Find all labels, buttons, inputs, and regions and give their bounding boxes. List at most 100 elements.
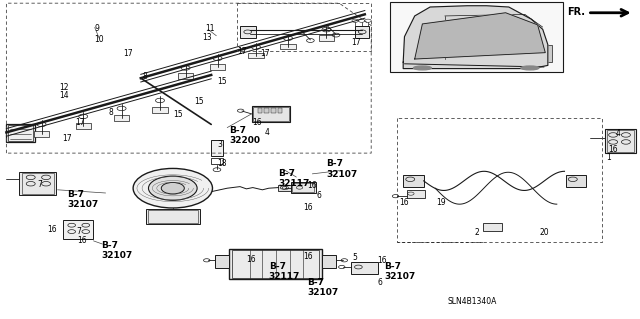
Ellipse shape	[521, 66, 539, 70]
Text: 6: 6	[378, 278, 383, 286]
Text: 17: 17	[76, 118, 85, 127]
Bar	[607, 130, 634, 152]
Bar	[34, 131, 49, 137]
Circle shape	[148, 176, 197, 200]
Bar	[278, 185, 292, 191]
Bar	[152, 107, 168, 113]
Bar	[248, 53, 264, 58]
Bar	[407, 190, 425, 198]
Text: 16: 16	[252, 118, 262, 127]
Text: FR.: FR.	[568, 7, 586, 17]
Text: 16: 16	[609, 145, 618, 154]
Bar	[566, 175, 586, 187]
Bar	[319, 35, 334, 41]
Text: B-7
32107: B-7 32107	[101, 241, 132, 260]
Bar	[543, 45, 552, 62]
Bar	[605, 129, 636, 153]
Text: B-7
32200: B-7 32200	[229, 126, 260, 145]
Bar	[22, 173, 54, 194]
Bar	[258, 108, 262, 113]
Bar	[280, 44, 296, 49]
Text: 18: 18	[218, 160, 227, 168]
Text: 16: 16	[77, 236, 86, 245]
Bar	[264, 108, 269, 113]
Circle shape	[133, 168, 212, 208]
Circle shape	[440, 36, 449, 41]
Text: 4: 4	[616, 129, 621, 138]
Text: 16: 16	[378, 256, 387, 265]
Text: 11: 11	[205, 24, 214, 33]
Text: B-7
32107: B-7 32107	[307, 278, 339, 297]
Text: 8: 8	[142, 72, 147, 81]
Polygon shape	[403, 6, 548, 69]
Text: 4: 4	[264, 128, 269, 137]
Bar	[291, 182, 316, 193]
Text: 20: 20	[540, 228, 549, 237]
Text: 8: 8	[108, 108, 113, 116]
Text: 16: 16	[47, 225, 57, 234]
Bar	[6, 124, 35, 142]
Text: 16: 16	[307, 181, 317, 190]
Bar	[403, 175, 424, 187]
Text: 16: 16	[246, 255, 256, 264]
Text: 19: 19	[436, 198, 445, 207]
Bar	[271, 108, 276, 113]
Bar	[351, 262, 378, 274]
Circle shape	[482, 25, 491, 29]
Text: 13: 13	[202, 33, 212, 42]
Text: 15: 15	[194, 97, 204, 106]
Bar	[8, 125, 33, 141]
Text: 15: 15	[173, 110, 183, 119]
Bar	[252, 106, 290, 122]
Bar	[292, 183, 314, 192]
Bar	[76, 123, 91, 129]
Bar	[483, 223, 502, 231]
Text: 15: 15	[218, 77, 227, 86]
Text: 1: 1	[606, 153, 611, 162]
Text: 17: 17	[260, 49, 269, 58]
Text: 17: 17	[124, 49, 133, 58]
Bar	[232, 250, 319, 278]
Text: B-7
32117: B-7 32117	[269, 262, 300, 281]
Text: 16: 16	[399, 198, 408, 207]
Bar	[211, 140, 223, 156]
Text: 17: 17	[351, 38, 360, 47]
Circle shape	[456, 30, 465, 34]
Circle shape	[161, 182, 184, 194]
Circle shape	[508, 33, 516, 37]
Text: 5: 5	[352, 253, 357, 262]
Text: 12: 12	[60, 83, 69, 92]
Bar	[148, 210, 198, 223]
Bar	[63, 220, 93, 239]
Text: B-7
32107: B-7 32107	[67, 190, 99, 209]
Text: 7: 7	[77, 227, 82, 236]
Text: 9: 9	[94, 24, 99, 33]
Text: 10: 10	[94, 35, 104, 44]
Bar	[278, 108, 282, 113]
Bar	[210, 64, 225, 70]
Text: 3: 3	[218, 140, 223, 149]
Bar	[178, 73, 193, 79]
Bar	[390, 2, 563, 72]
Text: 17: 17	[62, 134, 72, 143]
Bar	[19, 172, 56, 195]
Bar	[322, 255, 336, 268]
Text: 7: 7	[37, 180, 42, 189]
Text: 16: 16	[303, 252, 313, 261]
Polygon shape	[415, 13, 545, 59]
Bar	[146, 209, 200, 224]
Text: B-7
32117: B-7 32117	[278, 169, 310, 189]
Bar	[229, 249, 322, 279]
Bar	[355, 26, 369, 38]
Text: 2: 2	[474, 228, 479, 237]
Text: B-7
32107: B-7 32107	[384, 262, 415, 281]
Bar	[215, 255, 229, 268]
Bar	[253, 107, 289, 121]
Text: 16: 16	[303, 203, 313, 212]
Bar	[211, 158, 223, 164]
Text: SLN4B1340A: SLN4B1340A	[448, 297, 497, 306]
Text: 14: 14	[60, 91, 69, 100]
Text: 6: 6	[317, 191, 322, 200]
Bar	[240, 26, 256, 38]
Text: B-7
32107: B-7 32107	[326, 160, 358, 179]
